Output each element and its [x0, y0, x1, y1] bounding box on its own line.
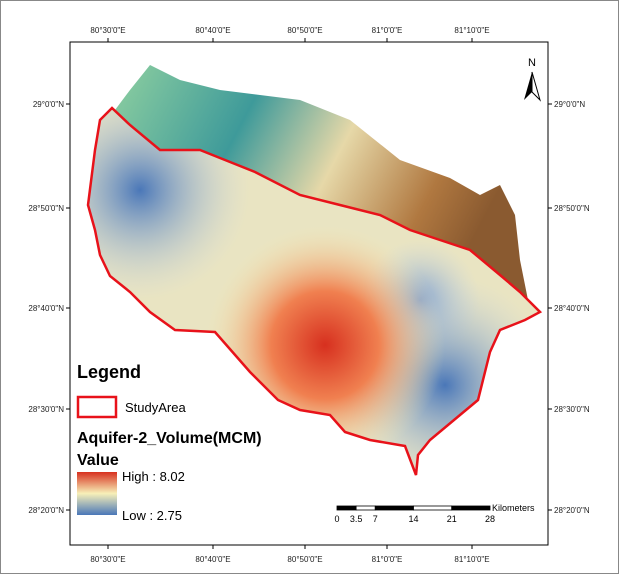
bottom-label: 80°50'0"E	[287, 555, 322, 564]
north-label: N	[528, 57, 536, 69]
right-label: 28°20'0"N	[554, 506, 590, 515]
scale-tick-label: 14	[408, 514, 418, 524]
layer-label: Aquifer-2_Volume(MCM)	[77, 430, 262, 447]
study-area-swatch	[76, 395, 118, 419]
bottom-label: 81°0'0"E	[372, 555, 403, 564]
high-label: High : 8.02	[122, 469, 185, 484]
scale-tick-label: 28	[485, 514, 495, 524]
bottom-label: 80°40'0"E	[195, 555, 230, 564]
scale-segment	[413, 505, 453, 511]
left-label: 28°40'0"N	[28, 304, 64, 313]
top-label: 80°50'0"E	[287, 26, 322, 35]
scale-segment	[336, 505, 357, 511]
color-ramp	[77, 472, 117, 515]
scale-segment	[374, 505, 414, 511]
top-label: 80°40'0"E	[195, 26, 230, 35]
top-label: 81°0'0"E	[372, 26, 403, 35]
right-label: 28°50'0"N	[554, 204, 590, 213]
bottom-label: 80°30'0"E	[90, 555, 125, 564]
legend-title: Legend	[77, 362, 141, 382]
low-label: Low : 2.75	[122, 508, 182, 523]
left-label: 28°30'0"N	[28, 405, 64, 414]
scale-unit: Kilometers	[492, 503, 535, 513]
terrain	[115, 65, 528, 300]
scale-tick-label: 0	[334, 514, 339, 524]
right-label: 29°0'0"N	[554, 100, 585, 109]
scale-segment	[355, 505, 376, 511]
scale-segment	[451, 505, 491, 511]
left-label: 28°20'0"N	[28, 506, 64, 515]
left-label: 29°0'0"N	[33, 100, 64, 109]
top-label: 80°30'0"E	[90, 26, 125, 35]
study-area-label: StudyArea	[125, 400, 186, 415]
north-arrow: N	[524, 57, 542, 102]
right-label: 28°40'0"N	[554, 304, 590, 313]
scale-tick-label: 3.5	[350, 514, 363, 524]
left-label: 28°50'0"N	[28, 204, 64, 213]
top-label: 81°10'0"E	[454, 26, 489, 35]
right-label: 28°30'0"N	[554, 405, 590, 414]
value-heading: Value	[77, 452, 119, 469]
scale-tick-label: 21	[447, 514, 457, 524]
bottom-label: 81°10'0"E	[454, 555, 489, 564]
scale-tick-label: 7	[373, 514, 378, 524]
